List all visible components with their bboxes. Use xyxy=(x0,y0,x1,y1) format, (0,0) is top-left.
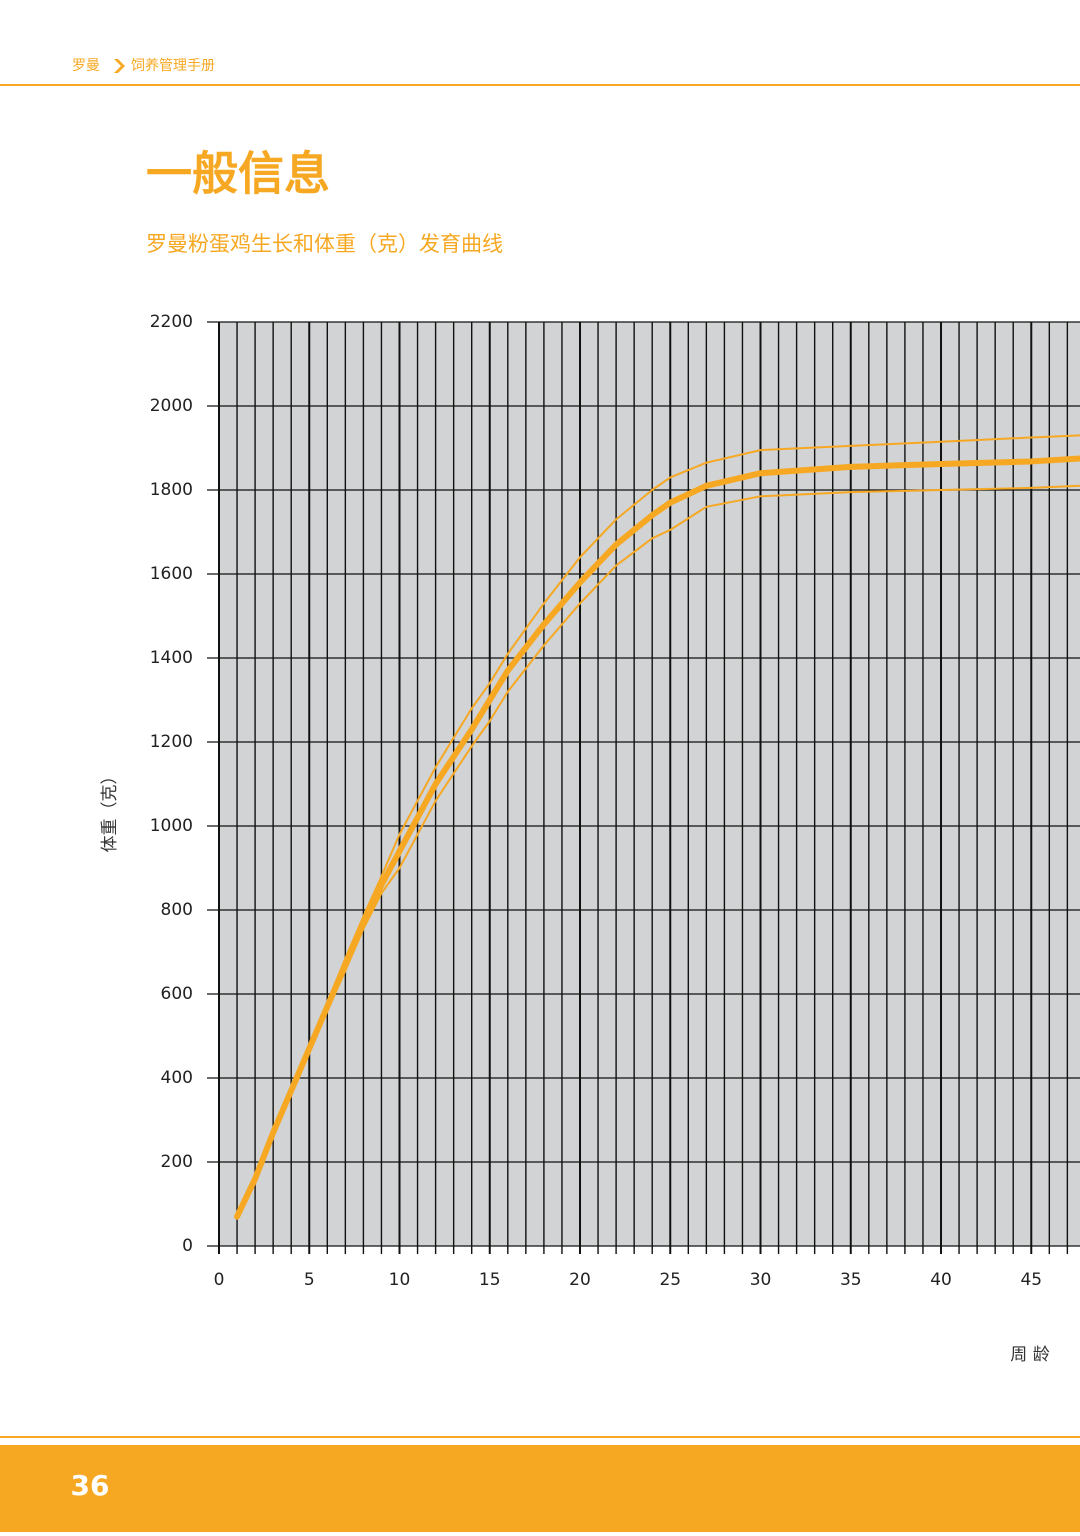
page-number: 36 xyxy=(71,1469,110,1502)
chevron xyxy=(114,59,125,73)
y-tick-label: 2200 xyxy=(150,312,193,332)
y-tick-label: 800 xyxy=(161,900,193,920)
y-tick-label: 2000 xyxy=(150,396,193,416)
header-section: 饲养管理手册 xyxy=(131,58,215,74)
y-tick-label: 1400 xyxy=(150,648,193,668)
weight-curve xyxy=(236,484,1080,1220)
y-tick-label: 1000 xyxy=(150,816,193,836)
y-axis-label: 体重（克） xyxy=(100,768,120,853)
y-tick-label: 0 xyxy=(182,1236,193,1256)
x-tick-label: 30 xyxy=(750,1270,772,1290)
page-title: 一般信息 xyxy=(146,147,330,201)
y-tick-label: 600 xyxy=(161,984,193,1004)
x-tick-label: 35 xyxy=(840,1270,862,1290)
weight-curve xyxy=(234,455,1080,1220)
x-axis-label: 周 龄 xyxy=(1010,1345,1049,1365)
x-tick-label: 10 xyxy=(389,1270,411,1290)
x-tick-label: 0 xyxy=(214,1270,225,1290)
subtitle: 罗曼粉蛋鸡生长和体重（克）发育曲线 xyxy=(146,232,503,256)
y-tick-label: 1800 xyxy=(150,480,193,500)
x-tick-label: 20 xyxy=(569,1270,591,1290)
y-tick-label: 1600 xyxy=(150,564,193,584)
plot-area xyxy=(219,322,1080,1246)
x-tick-label: 25 xyxy=(659,1270,681,1290)
header-brand: 罗曼 xyxy=(72,58,100,74)
x-tick-label: 15 xyxy=(479,1270,501,1290)
footer-band xyxy=(0,1445,1080,1532)
y-tick-label: 400 xyxy=(161,1068,193,1088)
x-tick-label: 45 xyxy=(1020,1270,1042,1290)
x-tick-label: 5 xyxy=(304,1270,315,1290)
y-tick-label: 200 xyxy=(161,1152,193,1172)
x-tick-label: 40 xyxy=(930,1270,952,1290)
y-tick-label: 1200 xyxy=(150,732,193,752)
